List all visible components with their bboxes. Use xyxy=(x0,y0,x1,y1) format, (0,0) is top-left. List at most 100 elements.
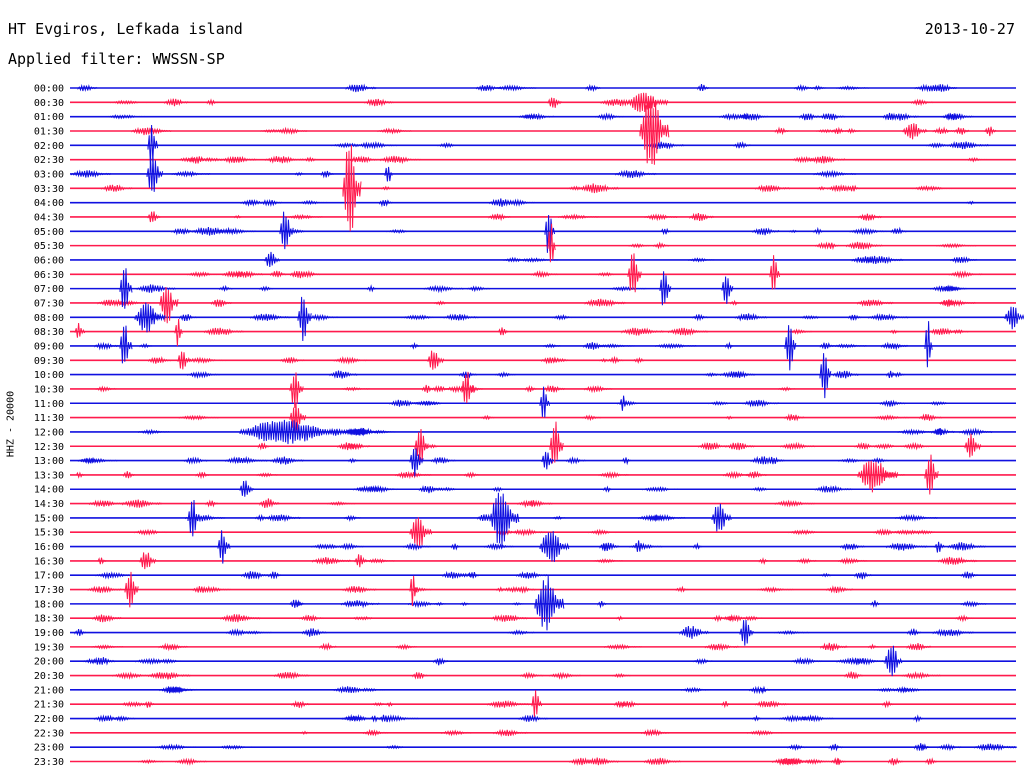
time-label: 18:30 xyxy=(34,614,64,625)
noise-burst xyxy=(832,343,868,349)
noise-burst xyxy=(337,442,363,451)
noise-burst xyxy=(543,343,561,349)
seismic-event xyxy=(264,251,280,268)
noise-burst xyxy=(333,356,369,365)
noise-burst xyxy=(94,341,120,351)
seismic-event xyxy=(627,253,642,293)
noise-burst xyxy=(938,556,978,565)
seismic-event xyxy=(289,599,304,608)
seismic-event xyxy=(819,353,832,399)
noise-burst xyxy=(774,630,810,635)
noise-burst xyxy=(451,543,461,551)
noise-burst xyxy=(752,227,780,236)
seismic-event xyxy=(857,460,899,493)
time-label: 14:00 xyxy=(34,485,64,496)
noise-burst xyxy=(423,284,465,294)
noise-burst xyxy=(846,241,884,250)
noise-burst xyxy=(838,457,867,464)
seismic-event xyxy=(679,625,710,639)
seismic-event xyxy=(239,419,361,445)
noise-burst xyxy=(286,213,324,221)
noise-burst xyxy=(614,701,629,709)
noise-burst xyxy=(616,615,625,622)
seismic-event xyxy=(634,540,646,552)
seismic-event xyxy=(414,428,429,465)
time-label: 11:00 xyxy=(34,399,64,410)
noise-burst xyxy=(813,226,825,236)
time-label: 11:30 xyxy=(34,413,64,424)
seismic-event xyxy=(924,454,939,495)
noise-burst xyxy=(221,155,258,164)
noise-burst xyxy=(817,185,829,191)
seismic-event xyxy=(739,619,754,646)
time-label: 13:30 xyxy=(34,470,64,481)
noise-burst xyxy=(70,169,112,178)
noise-burst xyxy=(138,428,170,435)
noise-burst xyxy=(265,514,301,523)
noise-burst xyxy=(211,299,233,307)
filter-label: Applied filter: WWSSN-SP xyxy=(8,50,225,68)
noise-burst xyxy=(828,743,843,752)
seismic-event xyxy=(984,126,997,137)
noise-burst xyxy=(386,228,417,234)
noise-burst xyxy=(520,671,544,680)
noise-burst xyxy=(206,98,219,107)
noise-burst xyxy=(794,83,814,92)
seismic-event xyxy=(934,541,946,553)
noise-burst xyxy=(584,384,613,394)
noise-burst xyxy=(812,85,827,91)
noise-burst xyxy=(840,543,866,552)
noise-burst xyxy=(772,758,814,766)
noise-burst xyxy=(882,700,895,709)
noise-burst xyxy=(906,643,932,651)
noise-burst xyxy=(164,98,190,107)
noise-burst xyxy=(615,169,657,179)
noise-burst xyxy=(460,601,470,607)
time-label: 16:30 xyxy=(34,556,64,567)
seismic-events xyxy=(70,83,1024,766)
noise-burst xyxy=(320,170,334,179)
noise-burst xyxy=(844,671,864,679)
noise-burst xyxy=(188,155,211,164)
noise-burst xyxy=(101,184,134,192)
noise-burst xyxy=(802,758,830,765)
noise-burst xyxy=(434,601,446,607)
time-label: 23:30 xyxy=(34,757,64,768)
seismic-event xyxy=(784,325,797,371)
noise-burst xyxy=(220,614,262,623)
noise-burst xyxy=(845,127,861,135)
noise-burst xyxy=(746,470,768,479)
seismic-event xyxy=(579,183,620,194)
time-label: 02:00 xyxy=(34,141,64,152)
noise-burst xyxy=(311,543,349,550)
time-label: 00:30 xyxy=(34,98,64,109)
noise-burst xyxy=(386,701,395,708)
noise-burst xyxy=(827,242,837,250)
noise-burst xyxy=(340,386,371,392)
noise-burst xyxy=(333,685,372,694)
noise-burst xyxy=(350,615,382,621)
noise-burst xyxy=(868,643,879,650)
noise-burst xyxy=(870,457,890,464)
noise-burst xyxy=(681,686,711,694)
seismic-event xyxy=(139,552,157,570)
noise-burst xyxy=(496,84,537,92)
seismic-event xyxy=(619,395,628,411)
noise-burst xyxy=(276,126,308,135)
noise-burst xyxy=(77,457,119,464)
time-label: 03:30 xyxy=(34,184,64,195)
noise-burst xyxy=(481,414,495,421)
noise-burst xyxy=(134,528,168,536)
time-label: 03:00 xyxy=(34,169,64,180)
noise-burst xyxy=(543,384,566,393)
noise-burst xyxy=(838,556,868,565)
noise-burst xyxy=(833,370,860,379)
noise-burst xyxy=(433,657,449,666)
noise-burst xyxy=(367,284,377,293)
time-label: 21:30 xyxy=(34,700,64,711)
noise-burst xyxy=(907,628,922,636)
seismic-event xyxy=(539,386,551,418)
noise-burst xyxy=(484,542,514,551)
noise-burst xyxy=(604,643,642,651)
noise-burst xyxy=(886,370,896,379)
